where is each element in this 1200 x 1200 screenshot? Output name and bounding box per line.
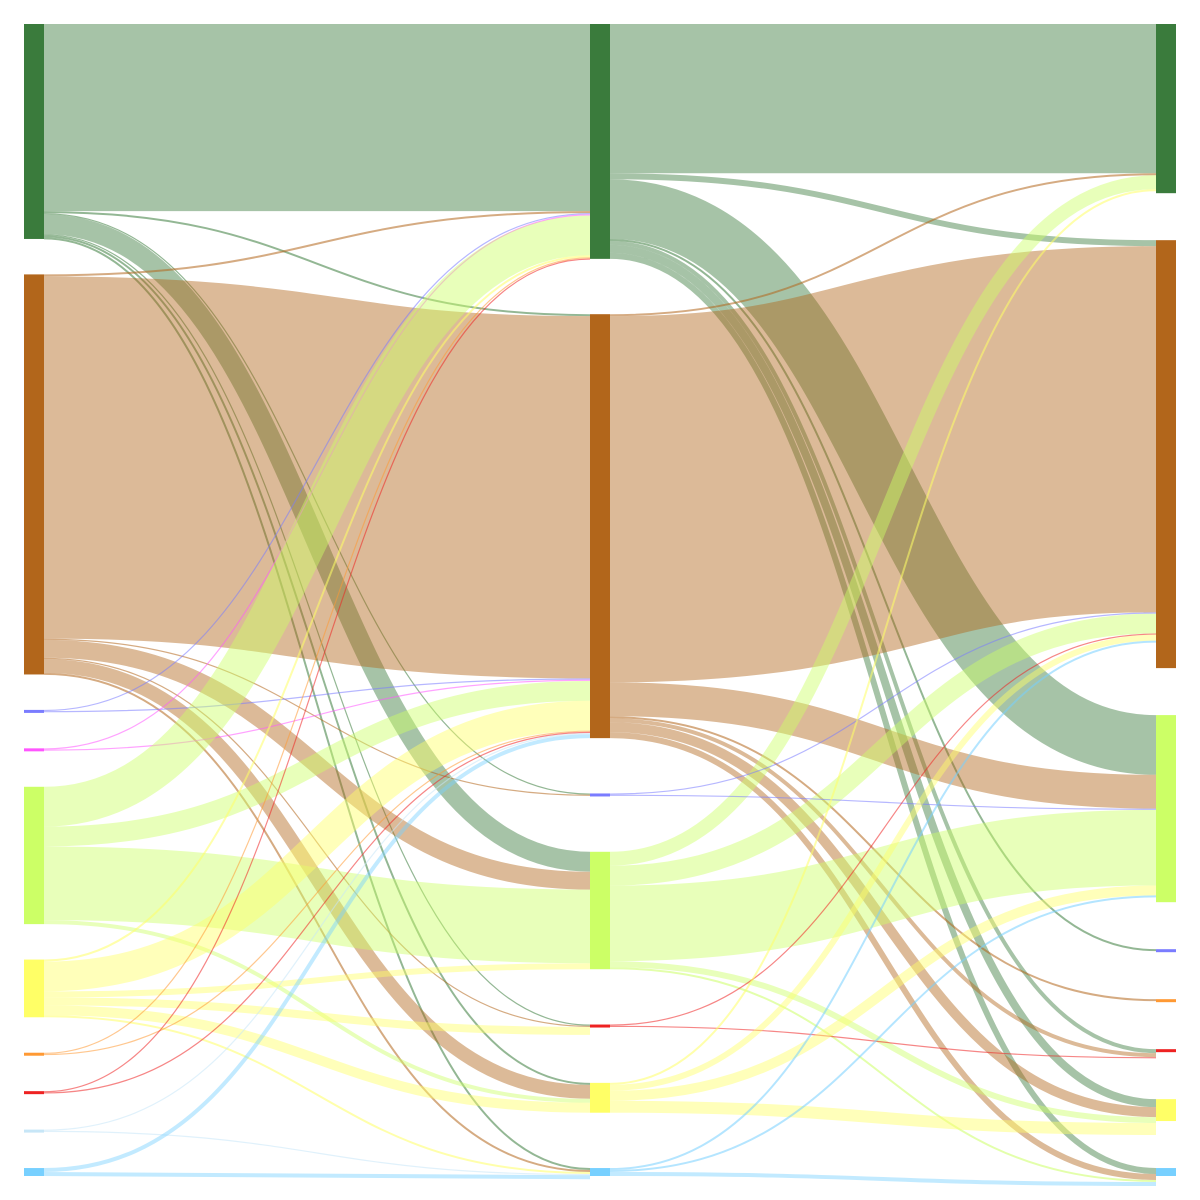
link-pasture-2-to-pasture-3 bbox=[609, 1100, 1157, 1135]
sankey-nodes bbox=[24, 24, 1176, 1176]
node-agriculture-1 bbox=[24, 274, 44, 675]
link-urban-2-to-agriculture-3 bbox=[609, 633, 1157, 1026]
link-agriculture-2-to-agriculture-3 bbox=[608, 246, 1158, 683]
link-pasture-2-to-agriculture-3 bbox=[609, 634, 1157, 1091]
link-urban-1-to-agriculture-2 bbox=[43, 731, 591, 1094]
link-forest-2-to-shrubland-3 bbox=[609, 238, 1157, 952]
link-forest-1-to-water-2 bbox=[43, 237, 591, 1171]
link-pasture-1-to-urban-2 bbox=[43, 997, 591, 1035]
link-water-2-to-water-3 bbox=[609, 1172, 1157, 1186]
link-agriculture-2-to-pasture-3 bbox=[609, 722, 1157, 1118]
link-pasture-1-to-pasture-2 bbox=[43, 1005, 591, 1113]
link-grassland-2-to-grassland-3 bbox=[609, 809, 1157, 962]
link-pasture-1-to-grassland-2 bbox=[43, 963, 591, 998]
link-grassland-1-to-pasture-2 bbox=[43, 920, 591, 1103]
link-agriculture-2-to-urban-3 bbox=[609, 718, 1157, 1058]
link-agriculture-2-to-water-3 bbox=[609, 732, 1157, 1180]
link-water-2-to-agriculture-3 bbox=[609, 640, 1157, 1171]
node-urban-3 bbox=[1156, 1049, 1176, 1053]
node-grassland-1 bbox=[24, 786, 44, 925]
node-barren-1 bbox=[24, 1052, 44, 1056]
link-grassland-1-to-forest-2 bbox=[43, 215, 591, 827]
link-water-1-to-agriculture-2 bbox=[43, 734, 591, 1173]
link-forest-2-to-grassland-3 bbox=[608, 179, 1158, 775]
sankey-links bbox=[43, 23, 1158, 1186]
link-forest-1-to-agriculture-2 bbox=[43, 211, 591, 317]
link-water-1-to-water-2 bbox=[43, 1172, 591, 1180]
link-forest-1-to-shrubland-2 bbox=[43, 213, 591, 795]
link-pasture-2-to-forest-3 bbox=[609, 189, 1157, 1085]
link-water-2-to-grassland-3 bbox=[609, 895, 1157, 1173]
node-wetland-1 bbox=[24, 748, 44, 752]
link-shrubland-2-to-agriculture-3 bbox=[609, 612, 1157, 795]
node-forest-3 bbox=[1156, 24, 1176, 194]
link-forest-2-to-pasture-3 bbox=[609, 244, 1157, 1108]
link-grassland-1-to-grassland-2 bbox=[43, 846, 591, 964]
link-agriculture-1-to-grassland-2 bbox=[43, 639, 591, 890]
link-barren-1-to-forest-2 bbox=[43, 257, 591, 1054]
link-water-light-1-to-agriculture-2 bbox=[43, 732, 591, 1131]
link-pasture-1-to-agriculture-2 bbox=[43, 700, 591, 992]
node-pasture-3 bbox=[1156, 1099, 1176, 1122]
link-agriculture-1-to-shrubland-2 bbox=[43, 638, 591, 796]
link-urban-2-to-urban-3 bbox=[609, 1025, 1157, 1059]
link-pasture-1-to-forest-2 bbox=[43, 255, 591, 962]
node-forest-1 bbox=[24, 24, 44, 239]
link-shrubland-1-to-forest-2 bbox=[43, 213, 591, 712]
link-forest-2-to-water-3 bbox=[609, 252, 1157, 1175]
node-agriculture-2 bbox=[590, 314, 610, 739]
link-grassland-1-to-agriculture-2 bbox=[43, 680, 591, 847]
link-forest-2-to-agriculture-3 bbox=[609, 173, 1157, 247]
link-pasture-2-to-grassland-3 bbox=[609, 885, 1157, 1101]
node-grassland-2 bbox=[590, 851, 610, 970]
link-agriculture-1-to-agriculture-2 bbox=[43, 276, 591, 679]
link-shrubland-2-to-grassland-3 bbox=[609, 794, 1157, 810]
link-wetland-1-to-agriculture-2 bbox=[43, 679, 591, 751]
node-shrubland-2 bbox=[590, 793, 610, 797]
link-forest-1-to-pasture-2 bbox=[43, 235, 591, 1085]
link-grassland-2-to-agriculture-3 bbox=[609, 613, 1157, 886]
node-pasture-2 bbox=[590, 1082, 610, 1113]
link-grassland-2-to-water-3 bbox=[609, 967, 1157, 1182]
link-pasture-1-to-water-2 bbox=[43, 1015, 591, 1175]
link-agriculture-2-to-forest-3 bbox=[609, 173, 1157, 317]
node-water-3 bbox=[1156, 1168, 1176, 1176]
node-urban-2 bbox=[590, 1024, 610, 1028]
link-agriculture-2-to-barren-3 bbox=[609, 716, 1157, 1002]
node-water-1 bbox=[24, 1168, 44, 1176]
node-grassland-3 bbox=[1156, 715, 1176, 903]
link-forest-1-to-urban-2 bbox=[43, 234, 591, 1026]
link-agriculture-1-to-pasture-2 bbox=[43, 658, 591, 1099]
node-water-light-1 bbox=[24, 1129, 44, 1133]
node-forest-2 bbox=[590, 24, 610, 259]
node-pasture-1 bbox=[24, 959, 44, 1018]
link-agriculture-1-to-water-2 bbox=[43, 672, 591, 1173]
link-agriculture-1-to-forest-2 bbox=[43, 211, 591, 277]
link-forest-1-to-grassland-2 bbox=[43, 214, 591, 872]
link-urban-1-to-forest-2 bbox=[43, 258, 591, 1093]
node-shrubland-3 bbox=[1156, 949, 1176, 953]
link-agriculture-1-to-urban-2 bbox=[43, 657, 591, 1027]
node-urban-1 bbox=[24, 1091, 44, 1095]
node-barren-3 bbox=[1156, 999, 1176, 1003]
link-barren-1-to-agriculture-2 bbox=[43, 730, 591, 1056]
link-agriculture-2-to-grassland-3 bbox=[609, 682, 1157, 809]
node-shrubland-1 bbox=[24, 709, 44, 713]
node-agriculture-3 bbox=[1156, 240, 1176, 669]
link-forest-2-to-urban-3 bbox=[609, 240, 1157, 1054]
link-wetland-1-to-forest-2 bbox=[43, 214, 591, 750]
link-shrubland-1-to-agriculture-2 bbox=[43, 678, 591, 713]
link-water-light-1-to-water-2 bbox=[43, 1130, 591, 1176]
link-grassland-2-to-forest-3 bbox=[609, 175, 1157, 866]
node-water-2 bbox=[590, 1168, 610, 1176]
